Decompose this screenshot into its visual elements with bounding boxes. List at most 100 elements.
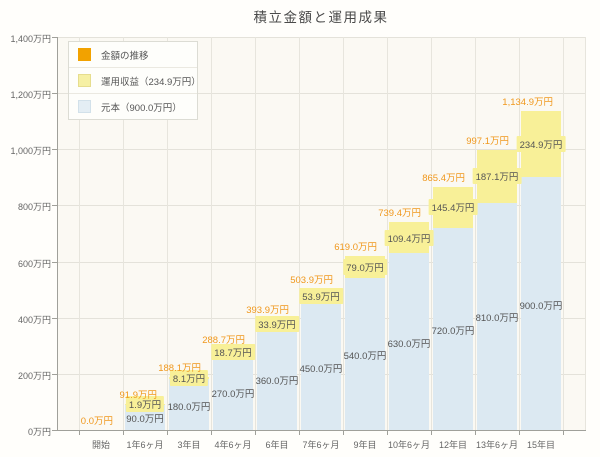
x-axis-line	[57, 430, 586, 431]
y-axis-label: 1,200万円	[10, 90, 51, 100]
x-axis-label: 6年目	[265, 440, 289, 450]
total-value-label: 393.9万円	[246, 305, 289, 317]
total-value-label: 865.4万円	[422, 173, 465, 185]
x-axis-tick	[431, 431, 432, 435]
y-axis-tick	[52, 262, 57, 263]
y-axis-label: 0万円	[27, 427, 51, 437]
x-axis-label: 10年6ヶ月	[387, 440, 431, 450]
principal-value-label: 450.0万円	[299, 363, 343, 375]
grid-line-v	[475, 37, 476, 430]
x-axis-label: 開始	[91, 440, 110, 450]
principal-value-label: 90.0万円	[126, 414, 164, 426]
bar-principal-segment	[433, 227, 473, 430]
y-axis-line	[57, 37, 58, 430]
y-axis-tick	[52, 93, 57, 94]
grid-line-h	[57, 205, 585, 206]
grid-line-h	[57, 262, 585, 263]
x-axis-tick	[255, 431, 256, 435]
grid-line-v	[343, 37, 344, 430]
x-axis-label: 15年目	[526, 440, 555, 450]
legend-item-total: 金額の推移	[69, 42, 197, 67]
x-axis-tick	[211, 431, 212, 435]
x-axis-tick	[519, 431, 520, 435]
grid-line-v	[255, 37, 256, 430]
income-series-swatch-icon	[78, 74, 91, 87]
x-axis-tick	[563, 431, 564, 435]
y-axis-tick	[52, 37, 57, 38]
principal-value-label: 630.0万円	[387, 338, 431, 350]
x-axis-label: 7年6ヶ月	[302, 440, 340, 450]
y-axis-tick	[52, 149, 57, 150]
x-axis-label: 12年目	[438, 440, 467, 450]
grid-line-v	[299, 37, 300, 430]
grid-line-v	[211, 37, 212, 430]
principal-value-label: 900.0万円	[519, 300, 563, 312]
income-value-label: 187.1万円	[472, 168, 522, 185]
x-axis-label: 9年目	[353, 440, 377, 450]
grid-line-h	[57, 149, 585, 150]
y-axis-label: 400万円	[17, 315, 51, 325]
y-axis-label: 1,400万円	[10, 34, 51, 44]
x-axis-label: 1年6ヶ月	[126, 440, 164, 450]
income-value-label: 1.9万円	[125, 396, 165, 413]
legend-label-principal: 元本（900.0万円）	[101, 102, 182, 114]
principal-series-swatch-icon	[78, 100, 91, 113]
grid-line-v	[79, 37, 80, 430]
x-axis-tick	[167, 431, 168, 435]
legend-label-total: 金額の推移	[101, 50, 149, 62]
legend-label-income: 運用収益（234.9万円）	[101, 76, 201, 88]
grid-line-v	[123, 37, 124, 430]
principal-value-label: 810.0万円	[475, 313, 519, 325]
income-value-label: 18.7万円	[211, 343, 255, 360]
grid-line-h	[57, 37, 585, 38]
bar-principal-segment	[477, 202, 517, 430]
legend-item-principal: 元本（900.0万円）	[69, 93, 197, 119]
total-value-label: 1,134.9万円	[502, 97, 553, 109]
bar-principal-segment	[257, 328, 297, 430]
bar-principal-segment	[169, 379, 209, 430]
legend: 金額の推移 運用収益（234.9万円） 元本（900.0万円）	[68, 41, 201, 120]
y-axis-tick	[52, 318, 57, 319]
y-axis-label: 800万円	[17, 202, 51, 212]
principal-value-label: 360.0万円	[255, 376, 299, 388]
y-axis-label: 200万円	[17, 371, 51, 381]
bar-principal-segment	[301, 303, 341, 430]
principal-value-label: 720.0万円	[431, 325, 475, 337]
legend-item-income: 運用収益（234.9万円）	[69, 67, 201, 93]
total-value-label: 997.1万円	[466, 136, 509, 148]
income-value-label: 53.9万円	[299, 288, 343, 305]
x-axis-tick	[475, 431, 476, 435]
x-axis-label: 13年6ヶ月	[475, 440, 519, 450]
income-value-label: 33.9万円	[255, 316, 299, 333]
y-axis-tick	[52, 430, 57, 431]
income-value-label: 8.1万円	[169, 370, 209, 387]
x-axis-label: 4年6ヶ月	[214, 440, 252, 450]
grid-line-v	[167, 37, 168, 430]
income-value-label: 79.0万円	[343, 259, 387, 276]
total-value-label: 0.0万円	[80, 416, 113, 427]
chart-title: 積立金額と運用成果	[253, 10, 389, 25]
y-axis-tick	[52, 205, 57, 206]
total-value-label: 188.1万円	[158, 363, 201, 375]
total-value-label: 619.0万円	[334, 242, 377, 254]
total-value-label: 739.4万円	[378, 208, 421, 220]
x-axis-tick	[387, 431, 388, 435]
total-value-label: 503.9万円	[290, 274, 333, 286]
bar-principal-segment	[213, 354, 253, 430]
total-value-label: 91.9万円	[119, 390, 158, 402]
bar-principal-segment	[521, 177, 561, 430]
grid-line-v	[563, 37, 564, 430]
grid-line-v	[519, 37, 520, 430]
bar-principal-segment	[345, 278, 385, 430]
x-axis-tick	[123, 431, 124, 435]
total-series-swatch-icon	[78, 48, 91, 61]
income-value-label: 234.9万円	[516, 136, 566, 153]
x-axis-tick	[343, 431, 344, 435]
total-value-label: 288.7万円	[202, 334, 245, 346]
y-axis-label: 1,000万円	[10, 146, 51, 156]
income-value-label: 145.4万円	[428, 199, 478, 216]
principal-value-label: 540.0万円	[343, 351, 387, 363]
income-value-label: 109.4万円	[384, 229, 434, 246]
grid-line-h	[57, 93, 585, 94]
